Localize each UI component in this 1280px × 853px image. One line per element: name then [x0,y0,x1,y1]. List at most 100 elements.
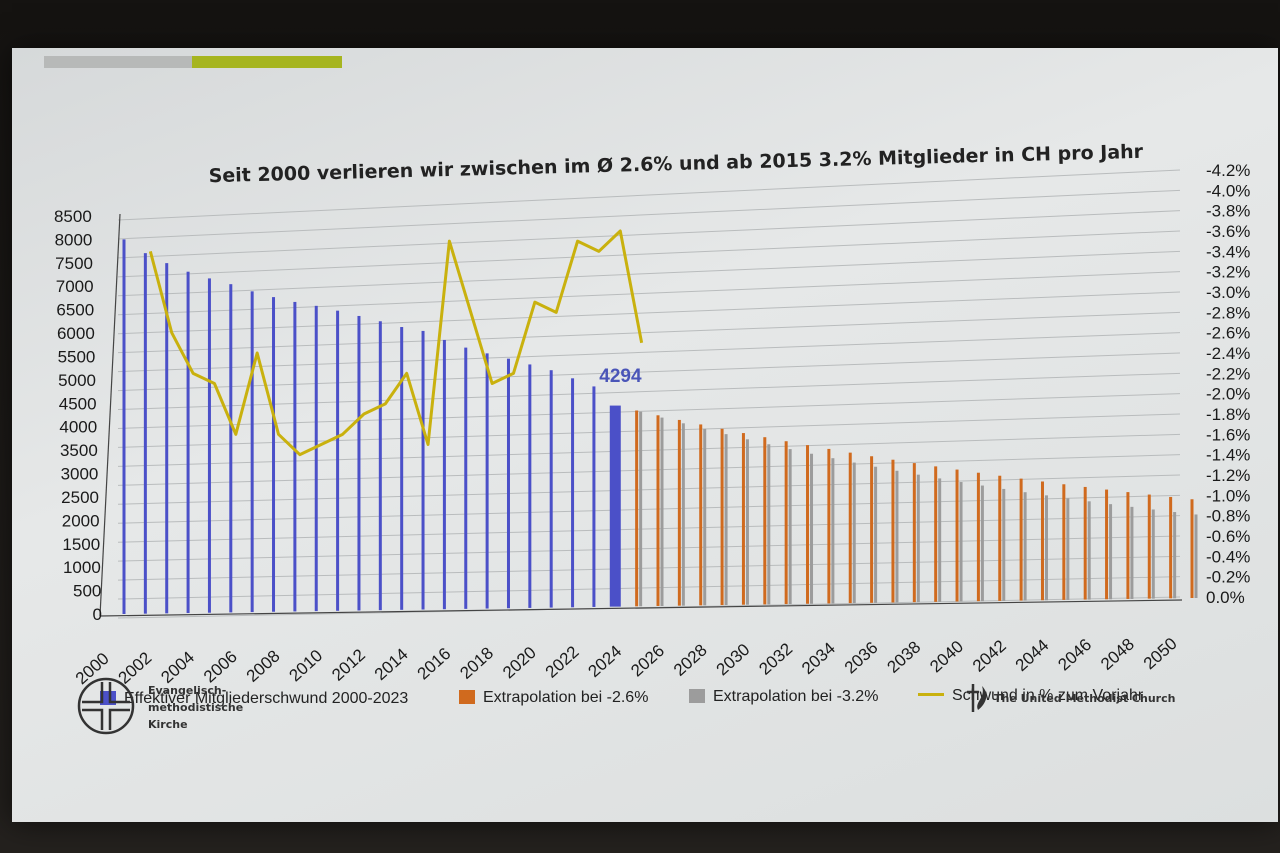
right-tick-label: -1.6% [1206,425,1250,444]
right-tick-label: -3.0% [1206,283,1250,302]
bar-effective [549,370,553,608]
bar-extrapolation-32 [1151,509,1155,599]
legend-label-effective: Effektiver Mitgliederschwund 2000-2023 [124,690,408,707]
bar-extrapolation-26 [1083,486,1087,600]
left-tick-label: 5000 [58,371,96,390]
right-tick-label: -2.8% [1206,303,1250,322]
left-tick-label: 1000 [63,558,101,577]
right-tick-label: 0.0% [1206,588,1245,607]
left-tick-label: 500 [73,582,101,601]
right-tick-label: -1.8% [1206,405,1250,424]
bar-effective [421,330,425,610]
bar-extrapolation-26 [763,437,767,605]
bar-extrapolation-32 [1044,495,1048,601]
x-tick-label: 2040 [926,637,967,676]
bar-effective [122,239,126,615]
bars [122,239,1198,615]
bar-extrapolation-26 [827,448,831,604]
legend-swatch-extrapolation-26 [459,690,475,704]
bar-effective [571,378,575,608]
gridline [117,311,1181,354]
bar-extrapolation-32 [831,458,835,604]
bar-extrapolation-26 [1169,496,1173,599]
bar-extrapolation-32 [938,478,942,602]
bar-extrapolation-26 [912,463,916,603]
emk-logo-line-2: methodistische [148,701,244,714]
bar-extrapolation-26 [656,415,660,606]
bar-effective [609,405,621,607]
left-tick-label: 2000 [62,511,100,530]
legend-swatch-extrapolation-32 [689,689,705,703]
left-tick-label: 1500 [62,535,100,554]
decorative-bar-green [192,56,342,68]
emk-cross-icon [77,677,135,735]
x-tick-label: 2020 [499,643,540,682]
bar-extrapolation-26 [1190,499,1194,598]
bar-effective [143,253,147,614]
emk-logo: Evangelisch- methodistische Kirche [76,674,316,744]
x-tick-label: 2034 [798,639,839,678]
x-tick-label: 2032 [755,639,796,678]
bar-effective [186,271,190,614]
decorative-bar-grey [44,56,192,68]
gridline [117,332,1181,373]
right-tick-label: -1.0% [1206,486,1250,505]
right-tick-label: -0.2% [1206,568,1250,587]
bar-extrapolation-32 [681,423,685,606]
x-tick-label: 2042 [969,636,1010,675]
bar-extrapolation-32 [959,482,963,602]
bar-extrapolation-32 [1087,501,1091,600]
bar-extrapolation-26 [998,475,1002,601]
left-tick-label: 4000 [59,418,97,437]
bar-extrapolation-26 [699,424,703,606]
gridline [117,271,1181,316]
bar-extrapolation-32 [1002,488,1006,601]
x-tick-label: 2028 [670,640,711,679]
bar-effective [357,315,361,611]
bar-effective [229,284,233,613]
right-tick-label: -3.6% [1206,222,1250,241]
x-tick-label: 2022 [542,642,583,681]
gridline [117,352,1181,392]
bar-effective [464,347,468,609]
left-tick-label: 3500 [60,441,98,460]
bar-effective [272,297,276,612]
bar-extrapolation-26 [806,445,810,604]
right-tick-label: -0.6% [1206,527,1250,546]
right-tick-label: -2.0% [1206,385,1250,404]
decline-line-layer [148,229,644,457]
bar-effective [506,358,510,609]
bar-extrapolation-32 [767,444,771,605]
bar-effective [485,353,489,609]
bar-extrapolation-26 [784,441,788,605]
gridline [117,393,1181,429]
bar-extrapolation-26 [677,419,681,606]
left-axis-labels: 0 500 1000 1500 2000 2500 3000 3500 4000 4500 5000… [54,207,102,624]
bar-extrapolation-26 [635,410,639,607]
right-tick-label: -2.2% [1206,364,1250,383]
left-tick-label: 3000 [61,465,99,484]
right-tick-label: -3.8% [1206,202,1250,221]
legend-swatch-decline-line [918,693,944,696]
gridline [117,210,1181,259]
callout-4294: 4294 [599,366,642,387]
bar-extrapolation-32 [1066,498,1070,600]
bar-extrapolation-26 [848,452,852,604]
axes [99,213,1183,617]
x-tick-label: 2016 [414,644,455,683]
gridline [117,372,1181,411]
bar-extrapolation-32 [916,474,920,603]
x-tick-label: 2044 [1012,636,1053,675]
left-tick-label: 7500 [55,254,93,273]
bar-extrapolation-26 [976,472,980,602]
left-tick-label: 6000 [57,324,95,343]
x-tick-label: 2014 [371,645,412,684]
left-tick-label: 7000 [56,277,94,296]
bar-extrapolation-32 [788,449,792,605]
left-tick-label: 5500 [58,347,96,366]
bar-extrapolation-32 [745,439,749,605]
umc-cross-flame-icon [967,684,987,712]
gridline [117,189,1181,240]
gridline [117,433,1181,467]
